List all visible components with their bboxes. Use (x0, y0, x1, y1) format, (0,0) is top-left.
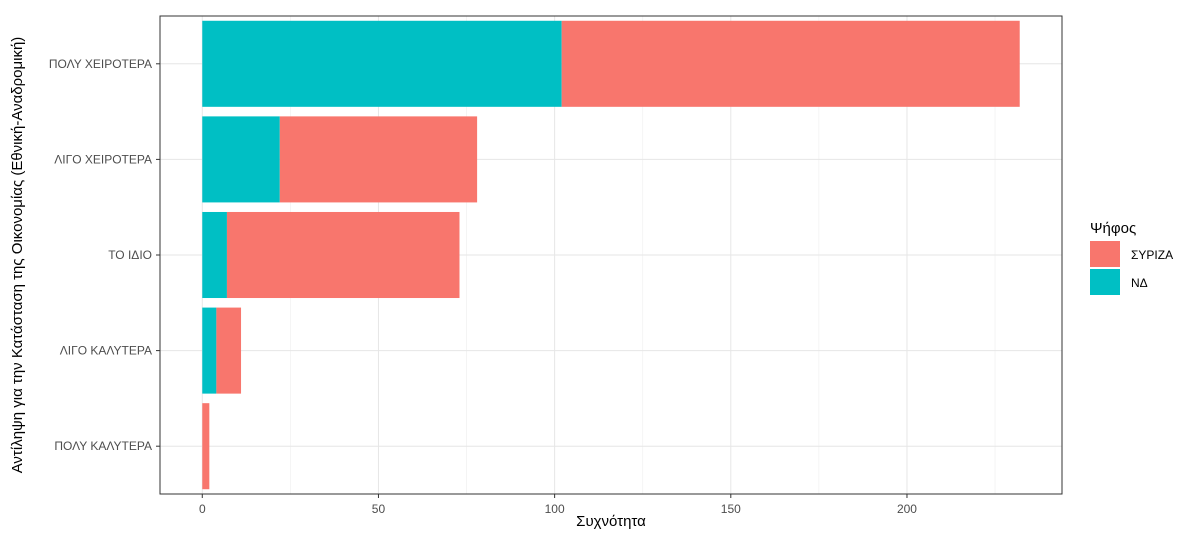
y-tick-label: ΤΟ ΙΔΙΟ (108, 248, 152, 262)
y-tick-label: ΛΙΓΟ ΧΕΙΡΟΤΕΡΑ (54, 152, 152, 166)
bar-syriza-4 (216, 307, 242, 394)
bar-syriza-2 (279, 116, 478, 203)
bars (202, 20, 1020, 490)
legend-label-2: ΝΔ (1131, 276, 1148, 290)
y-axis-title: Αντίληψη για την Κατάσταση της Οικονομία… (9, 37, 26, 474)
y-tick-label: ΠΟΛΥ ΧΕΙΡΟΤΕΡΑ (49, 57, 152, 71)
legend-key-2 (1090, 269, 1120, 295)
bar-nd-2 (202, 116, 280, 203)
x-tick-label: 100 (545, 502, 565, 516)
y-tick-label: ΛΙΓΟ ΚΑΛΥΤΕΡΑ (60, 344, 152, 358)
bar-syriza-1 (561, 20, 1020, 107)
x-tick-label: 0 (199, 502, 206, 516)
bar-syriza-5 (202, 403, 210, 490)
legend-key-1 (1090, 241, 1120, 267)
x-tick-label: 150 (721, 502, 741, 516)
legend-label-1: ΣΥΡΙΖΑ (1131, 248, 1173, 262)
x-tick-label: 50 (372, 502, 386, 516)
legend: Ψήφος ΣΥΡΙΖΑ ΝΔ (1090, 220, 1173, 295)
axis-ticks: ΠΟΛΥ ΧΕΙΡΟΤΕΡΑ ΛΙΓΟ ΧΕΙΡΟΤΕΡΑ ΤΟ ΙΔΙΟ ΛΙΓΟ … (49, 57, 917, 516)
y-tick-label: ΠΟΛΥ ΚΑΛΥΤΕΡΑ (54, 439, 152, 453)
x-tick-label: 200 (897, 502, 917, 516)
bar-nd-3 (202, 211, 227, 299)
legend-title: Ψήφος (1090, 220, 1136, 237)
x-axis-title: Συχνότητα (576, 513, 646, 530)
bar-syriza-3 (226, 211, 460, 299)
bar-nd-4 (202, 307, 217, 394)
bar-nd-1 (202, 20, 562, 107)
